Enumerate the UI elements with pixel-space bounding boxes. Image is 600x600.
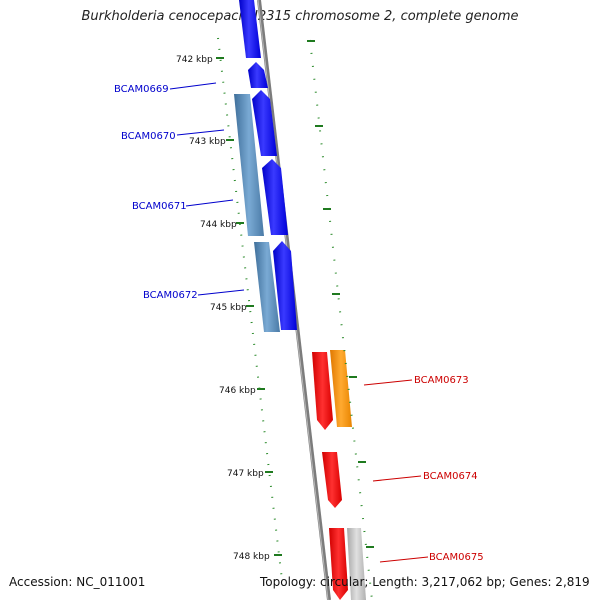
- genome-summary: Topology: circular; Length: 3,217,062 bp…: [260, 575, 590, 589]
- gene-feature-bcam0675[interactable]: [347, 528, 366, 600]
- cds-feature-bcam0675[interactable]: [329, 528, 348, 600]
- leader-line-bcam0672: [197, 289, 245, 296]
- tick-label-745: 745 kbp: [210, 303, 247, 313]
- leader-line-bcam0671: [185, 199, 234, 207]
- tick-label-744: 744 kbp: [200, 220, 237, 230]
- cds-feature-bcam0671[interactable]: [262, 159, 288, 235]
- gene-label-bcam0670[interactable]: BCAM0670: [121, 131, 176, 142]
- gene-label-bcam0671[interactable]: BCAM0671: [132, 201, 187, 212]
- cds-feature-bcam0669[interactable]: [248, 62, 268, 88]
- gene-label-bcam0669[interactable]: BCAM0669: [114, 84, 169, 95]
- leader-line-bcam0670: [176, 129, 225, 136]
- accession-label: Accession: NC_011001: [9, 575, 146, 589]
- tick-label-748: 748 kbp: [233, 552, 270, 562]
- gene-count-label: Genes: 2,819: [509, 575, 590, 589]
- gene-feature-bcam0672[interactable]: [254, 242, 280, 332]
- leader-line-bcam0669: [169, 82, 217, 90]
- leader-line-bcam0673: [363, 379, 413, 386]
- cds-feature-bcam0670[interactable]: [252, 90, 277, 156]
- cds-feature-bcam0673[interactable]: [312, 352, 333, 430]
- gene-label-bcam0673[interactable]: BCAM0673: [414, 375, 469, 386]
- length-label: Length: 3,217,062 bp;: [372, 575, 506, 589]
- cds-feature-bcam0672[interactable]: [273, 241, 297, 330]
- map-title: Burkholderia cenocepacia J2315 chromosom…: [81, 9, 519, 24]
- cds-feature-bcam0674[interactable]: [322, 452, 342, 508]
- leader-line-bcam0675: [379, 556, 429, 563]
- tick-label-743: 743 kbp: [189, 137, 226, 147]
- topology-label: Topology: circular;: [260, 575, 369, 589]
- gene-label-bcam0675[interactable]: BCAM0675: [429, 552, 484, 563]
- leader-line-bcam0674: [372, 475, 422, 482]
- gene-feature-bcam0673[interactable]: [330, 350, 352, 427]
- tick-label-746: 746 kbp: [219, 386, 256, 396]
- tick-label-747: 747 kbp: [227, 469, 264, 479]
- cds-feature-bcam0668[interactable]: [239, 0, 261, 58]
- gene-feature-bcam0670[interactable]: [234, 94, 264, 236]
- tick-label-742: 742 kbp: [176, 55, 213, 65]
- gene-label-bcam0672[interactable]: BCAM0672: [143, 290, 198, 301]
- gene-label-bcam0674[interactable]: BCAM0674: [423, 471, 478, 482]
